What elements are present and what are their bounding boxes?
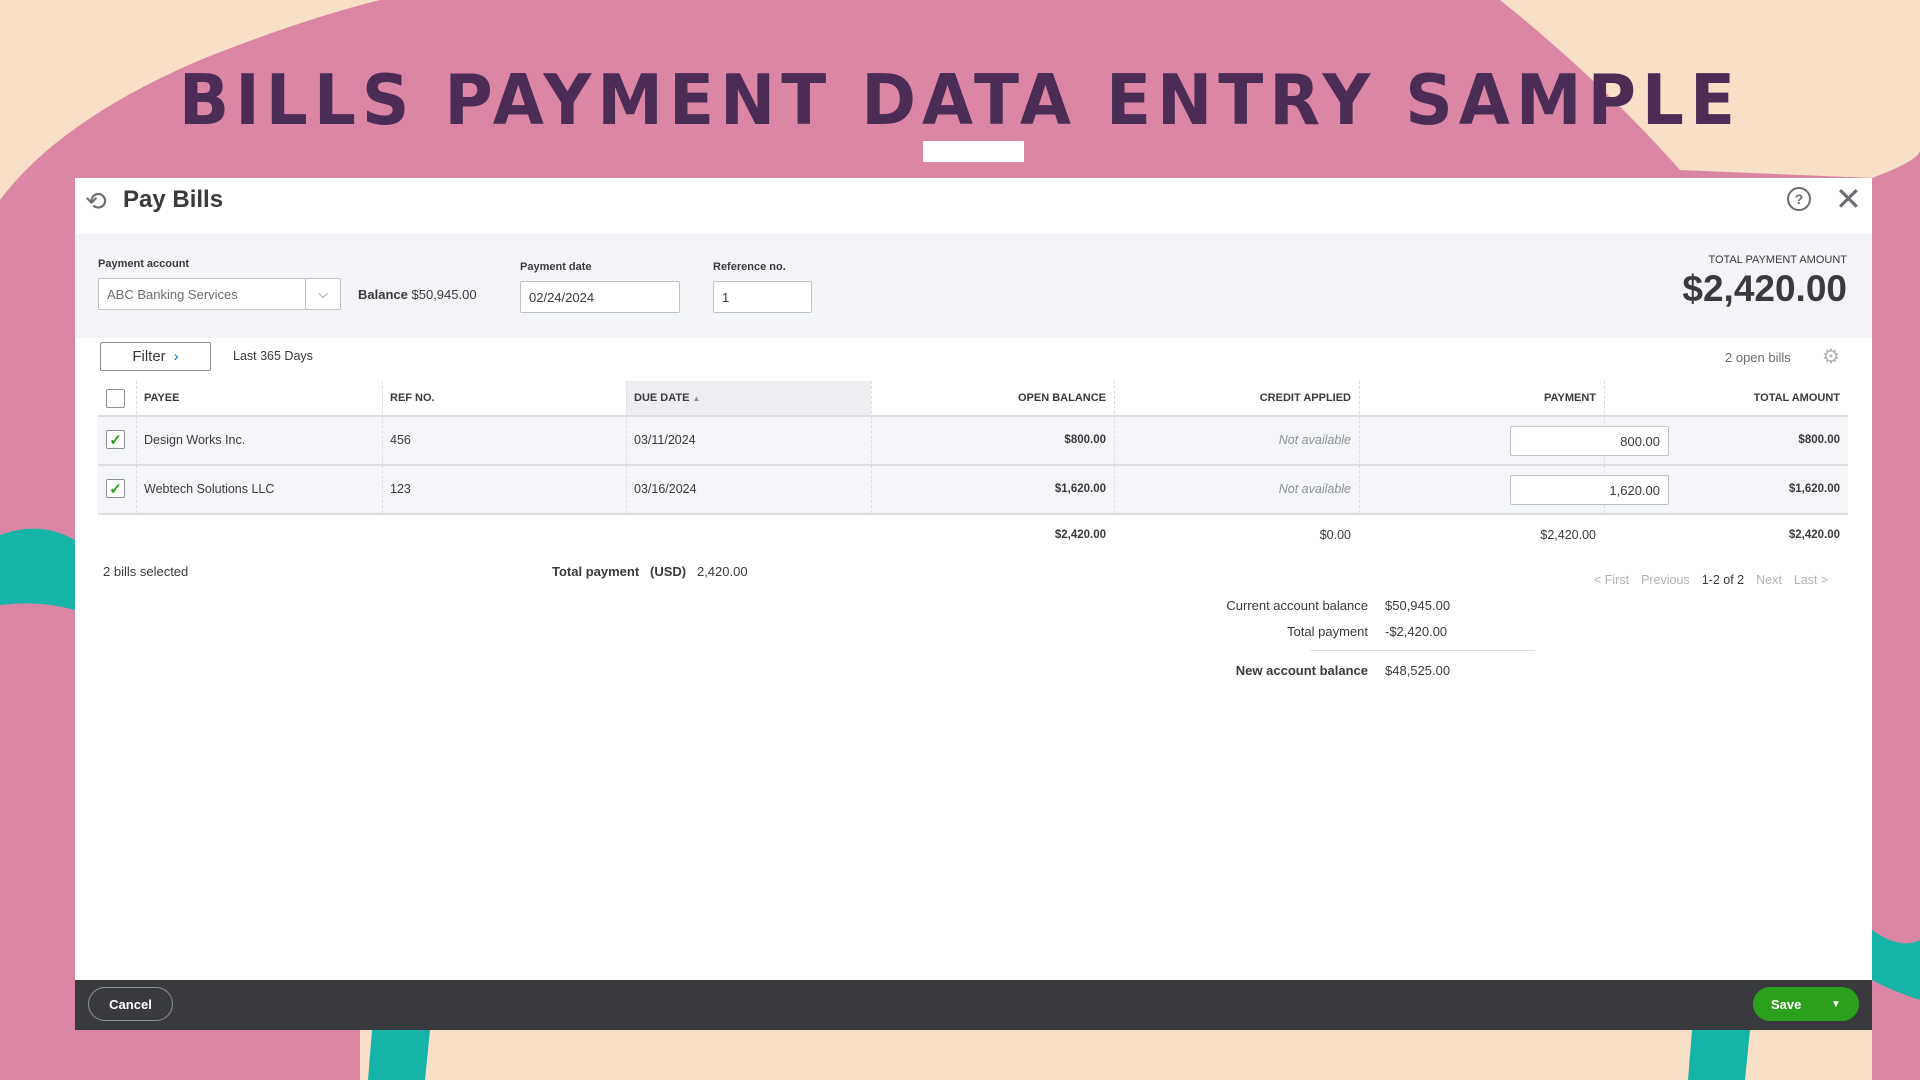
current-balance: $50,945.00 <box>1385 598 1451 613</box>
new-balance-label: New account balance <box>1235 663 1368 678</box>
banner-title: BILLS PAYMENT DATA ENTRY SAMPLE <box>178 60 1742 141</box>
dialog-header: ⟲ Pay Bills ? ✕ <box>75 178 1872 234</box>
col-payment[interactable]: PAYMENT <box>1544 392 1596 404</box>
due-date: 03/16/2024 <box>634 481 697 496</box>
total-payment-summary: Total payment (USD) 2,420.00 <box>552 564 748 579</box>
page-range: 1-2 of 2 <box>1701 573 1745 587</box>
payment-account-label: Payment account <box>98 258 190 270</box>
filter-label: Filter <box>132 348 166 365</box>
payment-account-select[interactable]: ABC Banking Services <box>98 278 306 310</box>
credit-applied: Not available <box>1278 432 1351 447</box>
row-checkbox[interactable]: ✓ <box>106 430 125 449</box>
summary-payment-label: Total payment <box>1287 624 1368 639</box>
open-balance: $1,620.00 <box>1054 482 1106 495</box>
current-balance-label: Current account balance <box>1226 598 1368 613</box>
save-button[interactable]: Save ▼ <box>1753 987 1859 1021</box>
payment-input[interactable]: 800.00 <box>1510 426 1669 456</box>
open-balance: $800.00 <box>1064 433 1106 446</box>
pagination: < First Previous 1-2 of 2 Next Last > <box>1594 573 1828 587</box>
filter-button[interactable]: Filter › <box>100 342 211 371</box>
col-divider <box>626 381 627 513</box>
col-divider <box>1114 381 1115 513</box>
total-payment-label: Total payment <box>552 564 640 579</box>
currency: (USD) <box>650 564 687 579</box>
close-icon[interactable]: ✕ <box>1835 181 1862 217</box>
title-underline <box>923 141 1024 162</box>
total-amount: $800.00 <box>1798 433 1840 446</box>
payee: Webtech Solutions LLC <box>144 481 275 496</box>
save-label: Save <box>1771 996 1802 1012</box>
payment-settings: Payment account ABC Banking Services ⌵ B… <box>75 234 1872 338</box>
credit-applied: Not available <box>1278 481 1351 496</box>
col-due-date[interactable]: DUE DATE ▲ <box>626 381 708 415</box>
bills-table: ✓ PAYEE REF NO. DUE DATE ▲ OPEN BALANCE … <box>98 381 1848 515</box>
total-payment-amount: $2,420.00 <box>1682 268 1847 309</box>
col-divider <box>136 381 137 513</box>
col-open-balance[interactable]: OPEN BALANCE <box>1017 392 1106 404</box>
col-ref[interactable]: REF NO. <box>390 392 435 404</box>
total-payment-amount-label: TOTAL PAYMENT AMOUNT <box>1708 254 1847 266</box>
col-total-amount[interactable]: TOTAL AMOUNT <box>1753 392 1840 404</box>
col-payee[interactable]: PAYEE <box>144 392 180 404</box>
bills-selected: 2 bills selected <box>103 564 189 579</box>
open-bills-count: 2 open bills <box>1725 350 1791 365</box>
new-balance: $48,525.00 <box>1385 663 1451 678</box>
dialog-footer: Cancel Save ▼ <box>75 980 1872 1030</box>
clock-refresh-icon: ⟲ <box>85 186 107 216</box>
total-payment-col: $2,420.00 <box>1540 528 1596 542</box>
sorted-column-bg <box>626 381 871 415</box>
due-date: 03/11/2024 <box>634 432 696 447</box>
total-amount-col: $2,420.00 <box>1788 529 1840 541</box>
sort-asc-icon: ▲ <box>692 393 701 403</box>
row-divider <box>98 513 1848 515</box>
row-divider <box>98 464 1848 466</box>
balance-label: Balance <box>358 287 408 302</box>
gear-icon[interactable]: ⚙ <box>1822 346 1840 368</box>
summary-divider <box>1310 650 1535 651</box>
caret-down-icon[interactable]: ▼ <box>1831 998 1841 1010</box>
pay-bills-dialog: ⟲ Pay Bills ? ✕ Payment account ABC Bank… <box>75 178 1872 1030</box>
col-divider <box>871 381 872 513</box>
last-page[interactable]: Last > <box>1793 573 1829 587</box>
col-divider <box>382 381 383 513</box>
col-divider <box>1359 381 1360 513</box>
due-date-label: DUE DATE <box>634 392 690 404</box>
help-icon[interactable]: ? <box>1787 187 1811 211</box>
col-credit-applied[interactable]: CREDIT APPLIED <box>1259 392 1351 404</box>
chevron-right-icon: › <box>173 348 179 365</box>
row-checkbox[interactable]: ✓ <box>106 479 125 498</box>
reference-label: Reference no. <box>713 261 786 273</box>
total-open-balance: $2,420.00 <box>1054 529 1106 541</box>
payment-date-label: Payment date <box>520 261 592 273</box>
ref-no: 456 <box>390 432 411 447</box>
payment-date-input[interactable]: 02/24/2024 <box>520 281 680 313</box>
dialog-title: Pay Bills <box>123 186 224 213</box>
first-page[interactable]: < First <box>1594 573 1630 587</box>
reference-input[interactable]: 1 <box>713 281 812 313</box>
select-all-checkbox[interactable]: ✓ <box>106 389 125 408</box>
payee: Design Works Inc. <box>144 432 246 447</box>
payment-input[interactable]: 1,620.00 <box>1510 475 1669 505</box>
total-credit: $0.00 <box>1319 528 1351 542</box>
next-page[interactable]: Next <box>1756 573 1782 587</box>
total-amount: $1,620.00 <box>1788 482 1840 495</box>
chevron-down-icon[interactable]: ⌵ <box>305 278 341 310</box>
cancel-button[interactable]: Cancel <box>88 987 173 1021</box>
balance-value: $50,945.00 <box>411 287 477 302</box>
total-payment-value: 2,420.00 <box>696 564 748 579</box>
filter-range: Last 365 Days <box>233 349 313 363</box>
previous-page[interactable]: Previous <box>1641 573 1690 587</box>
summary-payment: -$2,420.00 <box>1385 624 1448 639</box>
account-balance: Balance $50,945.00 <box>358 287 477 302</box>
ref-no: 123 <box>390 481 411 496</box>
